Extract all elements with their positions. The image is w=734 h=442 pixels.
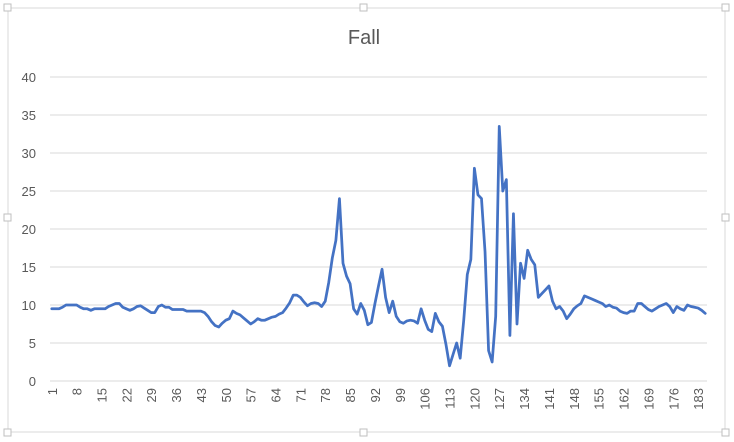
- y-tick-label: 35: [22, 108, 36, 123]
- x-tick-label: 99: [393, 388, 408, 402]
- x-tick-label: 1: [45, 388, 60, 395]
- x-tick-label: 50: [219, 388, 234, 402]
- x-tick-label: 113: [443, 388, 458, 409]
- x-tick-label: 22: [119, 388, 134, 402]
- y-tick-label: 40: [22, 70, 36, 85]
- x-tick-label: 64: [269, 388, 284, 402]
- chart-frame: [7, 7, 726, 433]
- x-tick-label: 57: [244, 388, 259, 402]
- chart-title: Fall: [348, 27, 380, 49]
- x-tick-label: 92: [368, 388, 383, 402]
- x-tick-label: 120: [467, 388, 482, 410]
- y-tick-label: 0: [29, 374, 36, 389]
- x-tick-label: 71: [293, 388, 308, 402]
- x-tick-label: 148: [567, 388, 582, 410]
- x-tick-label: 169: [641, 388, 656, 410]
- x-tick-label: 127: [492, 388, 507, 410]
- x-tick-label: 8: [70, 388, 85, 395]
- x-tick-label: 29: [144, 388, 159, 402]
- x-tick-label: 134: [517, 388, 532, 410]
- x-tick-label: 106: [418, 388, 433, 410]
- x-tick-label: 141: [542, 388, 557, 410]
- y-tick-label: 5: [29, 336, 36, 351]
- data-line: [50, 125, 707, 368]
- y-tick-label: 10: [22, 298, 36, 313]
- y-tick-label: 15: [22, 260, 36, 275]
- y-tick-label: 30: [22, 146, 36, 161]
- x-tick-label: 183: [691, 388, 706, 410]
- x-tick-label: 155: [592, 388, 607, 410]
- y-tick-label: 20: [22, 222, 36, 237]
- x-tick-label: 15: [94, 388, 109, 402]
- x-tick-label: 176: [666, 388, 681, 410]
- frame-handles: [3, 3, 730, 437]
- x-tick-label: 43: [194, 388, 209, 402]
- x-tick-label: 36: [169, 388, 184, 402]
- y-tick-label: 25: [22, 184, 36, 199]
- x-tick-label: 78: [318, 388, 333, 402]
- x-tick-label: 85: [343, 388, 358, 402]
- x-tick-label: 162: [617, 388, 632, 410]
